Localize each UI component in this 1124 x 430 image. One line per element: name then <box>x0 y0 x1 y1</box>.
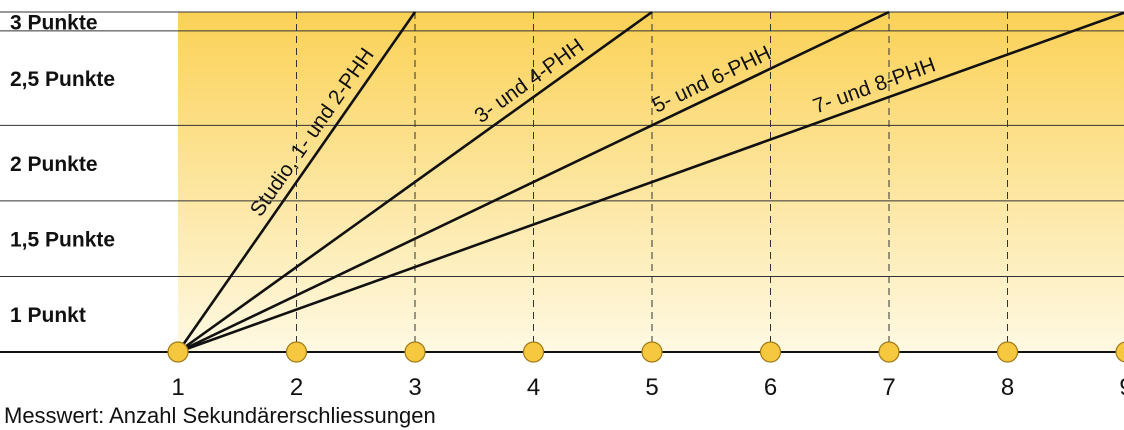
x-tick-label: 6 <box>764 374 777 401</box>
band-label: 1 Punkt <box>10 304 86 327</box>
x-axis-label: Messwert: Anzahl Sekundärerschliessungen <box>4 403 436 428</box>
x-marker <box>759 341 782 363</box>
x-tick-label: 1 <box>171 374 184 401</box>
x-tick-label: 2 <box>290 374 303 401</box>
series-line <box>177 11 1124 354</box>
x-marker <box>522 341 545 363</box>
x-marker <box>1115 341 1124 363</box>
band-labels: 3 Punkte 2,5 Punkte 2 Punkte 1,5 Punkte 1 Pu… <box>10 11 115 327</box>
band-label: 3 Punkte <box>10 11 98 34</box>
x-tick-label: 8 <box>1001 374 1014 401</box>
x-markers <box>167 341 1124 363</box>
series-line <box>177 10 890 354</box>
band-label: 2 Punkte <box>10 153 98 176</box>
x-tick-label: 3 <box>408 374 421 401</box>
x-tick-labels: 1 2 3 4 5 6 7 8 9 <box>171 374 1124 401</box>
band-label: 1,5 Punkte <box>10 229 115 252</box>
x-marker <box>996 341 1019 363</box>
x-marker <box>404 341 426 363</box>
x-tick-label: 7 <box>882 374 895 401</box>
series-line <box>176 11 417 353</box>
x-marker <box>285 341 308 363</box>
x-marker <box>167 341 189 363</box>
band-separators <box>0 11 1124 353</box>
x-marker <box>878 341 900 363</box>
band-label: 2,5 Punkte <box>10 68 115 91</box>
series-lines <box>176 10 1124 354</box>
series-line <box>177 10 653 354</box>
x-marker <box>641 341 663 363</box>
x-tick-label: 5 <box>645 374 658 401</box>
x-tick-label: 9 <box>1119 374 1124 401</box>
x-tick-label: 4 <box>527 374 540 401</box>
